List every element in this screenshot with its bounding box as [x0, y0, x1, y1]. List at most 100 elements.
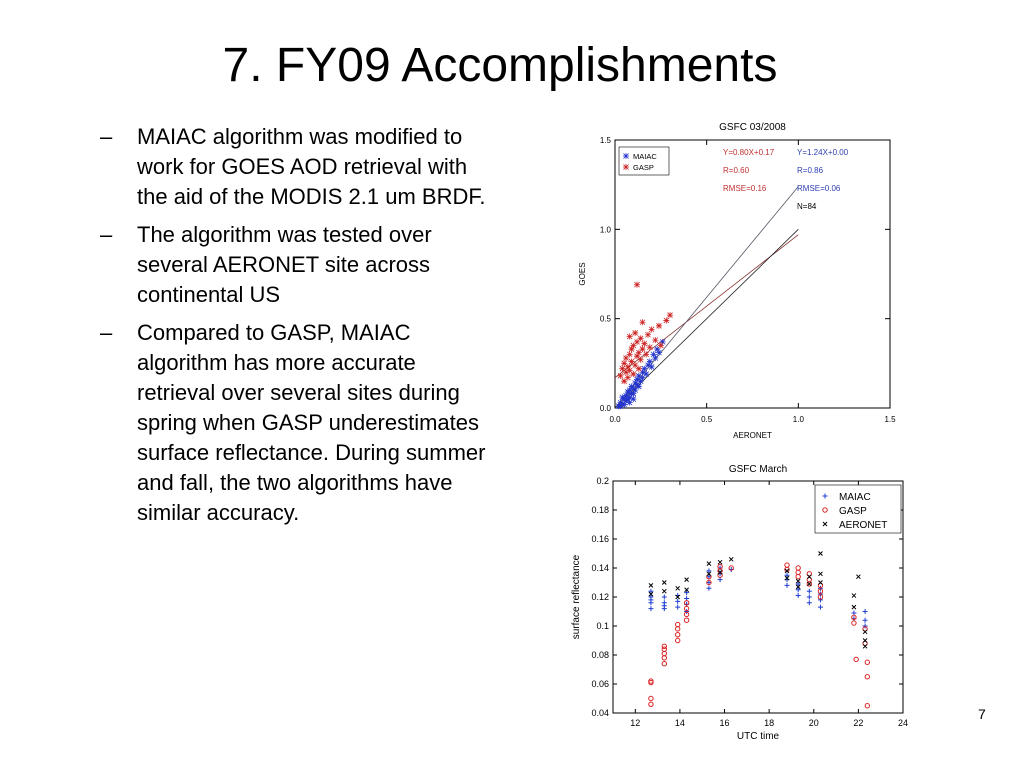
bullet-list: – MAIAC algorithm was modified to work fo…: [100, 122, 500, 536]
data-point-gasp: [683, 605, 690, 612]
scatter-chart-goes-vs-aeronet: GSFC 03/2008 0.0 0.5 1.0 1.5 0.0 0.5 1.0 1.5 AERO…: [578, 122, 896, 440]
data-point-gasp: [648, 695, 654, 702]
legend-box: [814, 484, 902, 534]
x-tick-label: 18: [764, 718, 774, 728]
data-point-aeronet: [862, 643, 868, 649]
data-point-gasp: [632, 362, 639, 369]
x-axis-label: UTC time: [737, 731, 780, 742]
page-number: 7: [978, 706, 986, 722]
data-point-gasp: [634, 281, 640, 288]
data-point-gasp: [864, 703, 871, 709]
data-point-aeronet: [661, 580, 667, 585]
data-point-maiac: [817, 591, 823, 597]
data-point-gasp: [648, 678, 654, 684]
bullet-item: – MAIAC algorithm was modified to work fo…: [100, 122, 500, 212]
y-tick-label: 1.0: [600, 225, 612, 234]
data-point-aeronet: [728, 556, 734, 562]
data-point-gasp: [795, 569, 801, 576]
x-tick-label: 24: [898, 718, 908, 728]
data-point-gasp: [648, 326, 655, 333]
data-point-maiac: [706, 585, 712, 591]
data-point-gasp: [683, 611, 690, 618]
data-point-gasp: [661, 650, 668, 657]
data-point-aeronet: [851, 604, 857, 610]
x-axis-label: AERONET: [733, 431, 772, 440]
one-to-one-line: [614, 229, 799, 409]
data-point-aeronet: [795, 584, 801, 590]
x-tick-label: 20: [809, 718, 819, 728]
data-point-maiac: [645, 362, 651, 369]
y-tick-label: 0.1: [596, 621, 609, 631]
bullet-text: MAIAC algorithm was modified to work for…: [137, 124, 486, 209]
data-point-gasp: [637, 335, 644, 342]
legend-marker: [822, 521, 828, 527]
chart-title: GSFC March: [729, 464, 787, 475]
data-point-gasp: [667, 312, 673, 319]
data-point-aeronet: [648, 591, 654, 597]
data-point-gasp: [626, 367, 633, 374]
data-point-gasp: [632, 329, 639, 336]
data-point-gasp: [717, 563, 723, 570]
data-point-aeronet: [795, 578, 801, 584]
data-point-gasp: [661, 643, 668, 650]
data-point-gasp: [619, 365, 626, 372]
data-point-gasp: [617, 372, 624, 379]
data-point-gasp: [674, 626, 681, 632]
data-point-aeronet: [818, 580, 823, 585]
data-point-maiac: [641, 365, 648, 372]
data-point-maiac: [652, 354, 659, 361]
data-point-gasp: [635, 349, 642, 356]
data-point-gasp: [656, 322, 662, 329]
plot-frame: [614, 139, 891, 409]
data-point-aeronet: [851, 593, 857, 598]
bullet-item: – The algorithm was tested over several A…: [100, 220, 500, 310]
data-point-maiac: [639, 374, 646, 381]
y-tick-label: 0.06: [591, 679, 609, 689]
data-point-maiac: [650, 351, 657, 358]
y-tick-label: 0.18: [591, 505, 609, 515]
data-point-maiac: [684, 609, 690, 614]
data-point-maiac: [684, 590, 690, 596]
y-tick-label: 0.16: [591, 534, 609, 544]
x-tick-label: 1.0: [793, 415, 805, 424]
data-point-aeronet: [684, 587, 689, 593]
data-point-gasp: [634, 353, 640, 360]
data-point-maiac: [630, 396, 637, 403]
bullet-item: – Compared to GASP, MAIAC algorithm has m…: [100, 318, 500, 528]
x-tick-label: 12: [630, 718, 640, 728]
data-point-gasp: [851, 614, 857, 621]
legend-marker: [822, 493, 828, 499]
data-point-gasp: [864, 674, 871, 680]
data-point-aeronet: [818, 571, 823, 577]
data-point-gasp: [817, 594, 824, 600]
data-point-gasp: [674, 637, 681, 644]
data-point-aeronet: [706, 571, 712, 577]
data-point-gasp: [645, 331, 651, 338]
x-tick-label: 14: [675, 718, 685, 728]
data-point-gasp: [784, 562, 790, 568]
data-point-gasp: [628, 346, 635, 353]
x-tick-label: 16: [720, 718, 730, 728]
legend-label: MAIAC: [633, 152, 657, 161]
data-point-maiac: [632, 387, 639, 394]
data-point-maiac: [635, 372, 642, 379]
y-tick-label: 0.12: [591, 592, 609, 602]
data-point-gasp: [634, 338, 640, 345]
data-point-aeronet: [862, 638, 868, 643]
data-point-gasp: [795, 565, 801, 571]
data-point-gasp: [661, 646, 668, 652]
data-point-gasp: [663, 317, 670, 324]
data-point-aeronet: [717, 559, 723, 565]
data-point-aeronet: [648, 583, 654, 588]
data-point-aeronet: [806, 581, 812, 587]
data-point-aeronet: [675, 594, 681, 600]
data-point-maiac: [637, 378, 644, 385]
data-point-gasp: [795, 574, 801, 580]
data-point-maiac: [648, 597, 654, 603]
y-tick-label: 0.5: [600, 315, 612, 324]
data-point-aeronet: [862, 629, 868, 635]
data-point-maiac: [635, 383, 642, 390]
data-point-maiac: [784, 582, 790, 588]
data-point-gasp: [683, 617, 690, 623]
data-point-gasp: [652, 337, 659, 344]
